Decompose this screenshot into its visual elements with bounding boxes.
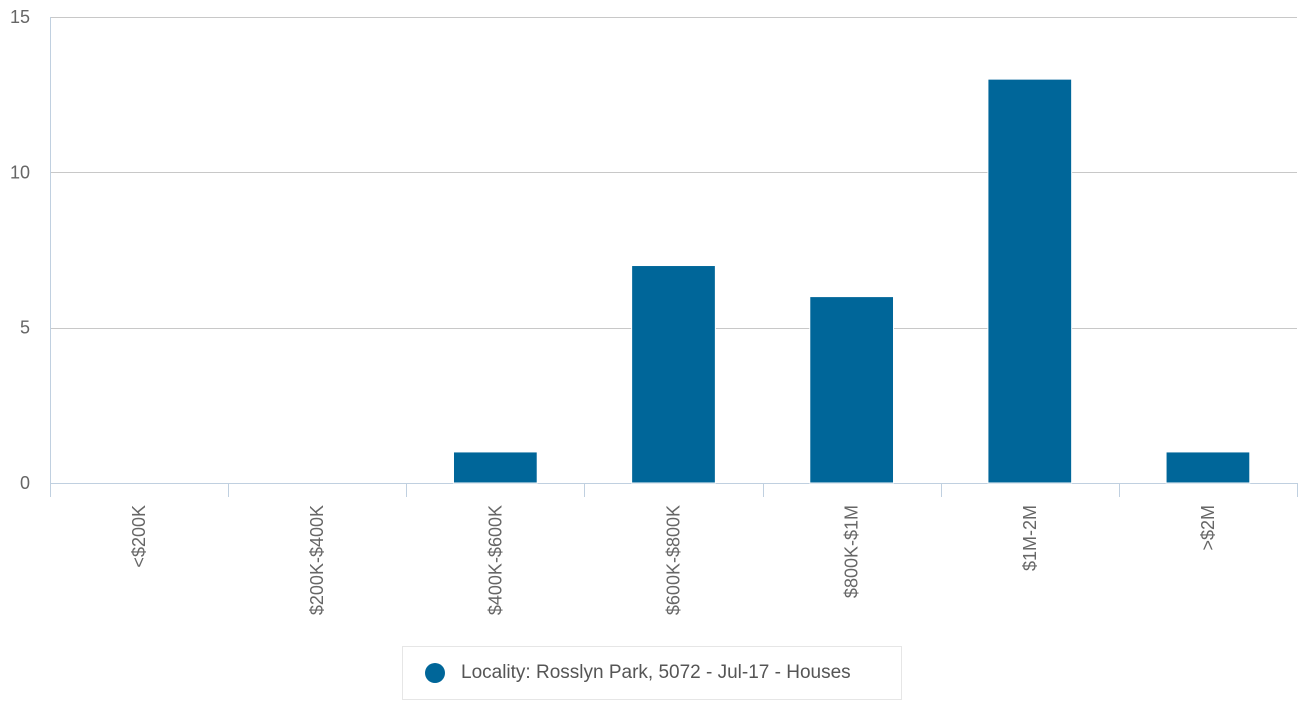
- x-tick-label: $600K-$800K: [664, 505, 684, 615]
- x-tick-label: $1M-2M: [1020, 505, 1040, 571]
- y-tick-label: 0: [20, 473, 30, 493]
- legend-marker-icon: [425, 663, 445, 683]
- legend: Locality: Rosslyn Park, 5072 - Jul-17 - …: [402, 646, 902, 700]
- bar[interactable]: [987, 78, 1073, 484]
- bar[interactable]: [631, 265, 716, 484]
- y-tick-label: 5: [20, 318, 30, 338]
- bar[interactable]: [1165, 451, 1251, 484]
- bar-chart: 0 5 10 15 <$200K $200K-$400K $400K-$600K $600K-…: [10, 7, 1298, 615]
- x-tick-label: $400K-$600K: [485, 505, 505, 615]
- x-tick-label: >$2M: [1198, 505, 1218, 551]
- x-tick-label: $200K-$400K: [307, 505, 327, 615]
- x-tick-label: $800K-$1M: [842, 505, 862, 598]
- y-tick-label: 15: [10, 7, 30, 27]
- bar[interactable]: [452, 451, 538, 484]
- legend-item[interactable]: Locality: Rosslyn Park, 5072 - Jul-17 - …: [425, 662, 851, 684]
- bar[interactable]: [809, 296, 895, 484]
- y-tick-label: 10: [10, 162, 30, 182]
- x-tick-label: <$200K: [129, 505, 149, 568]
- legend-label: Locality: Rosslyn Park, 5072 - Jul-17 - …: [461, 662, 851, 683]
